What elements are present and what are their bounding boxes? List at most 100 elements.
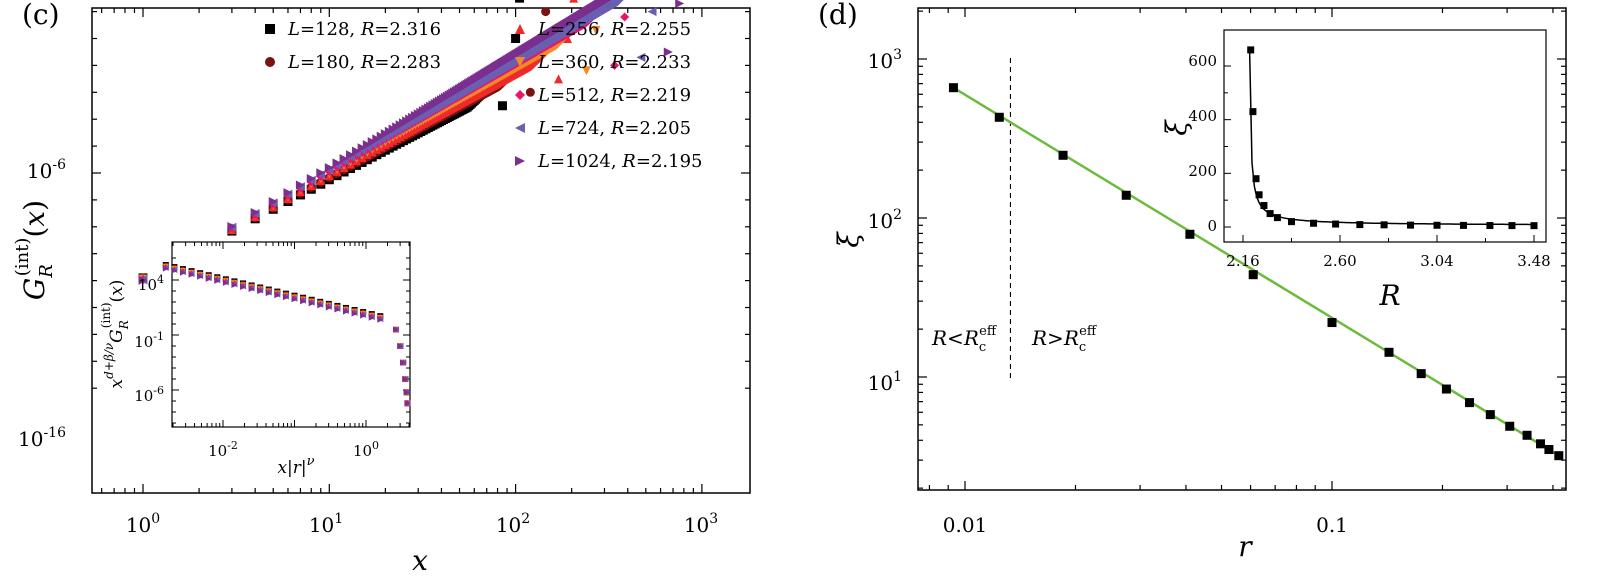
c-point [525, 87, 535, 97]
c-point [367, 137, 377, 147]
d-inset-point [1530, 222, 1538, 230]
c-inset-point [360, 312, 367, 319]
d-inset-point [1252, 175, 1260, 183]
legend-marker [515, 24, 525, 34]
d-inset-point [1273, 214, 1281, 222]
d-inset-point [1380, 221, 1388, 229]
d-point [1441, 384, 1451, 394]
c-inset-point [403, 389, 410, 396]
c-inset-xtick-label: 100 [353, 439, 379, 460]
c-inset-point [162, 265, 169, 272]
d-inset-xtick-label: 3.04 [1420, 252, 1453, 270]
c-inset-point [205, 275, 212, 282]
d-inset-point [1459, 221, 1467, 229]
d-inset-point [1260, 202, 1268, 210]
d-point [1058, 150, 1068, 160]
legend-marker [515, 57, 525, 67]
d-inset-xtick-label: 2.60 [1323, 252, 1356, 270]
c-point [663, 47, 673, 57]
d-point [1544, 444, 1554, 454]
c-point [250, 207, 260, 217]
d-inset-yaxis-label: ξ [1160, 119, 1193, 136]
c-point [283, 188, 293, 198]
d-inset-point [1288, 218, 1295, 226]
c-inset-ytick-label: 10-6 [134, 384, 164, 405]
d-inset-frame [1223, 29, 1547, 243]
c-inset-xtick-label: 10-2 [208, 439, 238, 460]
c-point [620, 12, 630, 22]
d-inset-point [1332, 220, 1340, 228]
c-point [362, 140, 372, 150]
legend-entry-label: L=180, R=2.283 [287, 52, 441, 73]
c-inset-point [325, 304, 332, 311]
c-inset-point [351, 310, 358, 317]
svg-text:GR(int)(x): GR(int)(x) [12, 200, 57, 300]
d-ytick-label: 102 [868, 207, 902, 233]
d-inset-point [1486, 222, 1494, 230]
c-series-L=128 [138, 0, 525, 283]
c-inset-series [162, 265, 411, 407]
d-inset-point [1247, 46, 1255, 54]
d-inset-xtick-label: 2.16 [1226, 252, 1259, 270]
c-series-L=180 [138, 7, 551, 283]
d-ytick-label: 103 [868, 47, 902, 73]
c-inset-point [231, 281, 238, 288]
c-point [563, 34, 573, 43]
c-point [647, 7, 657, 17]
c-inset-point [282, 294, 289, 301]
legend-entry-label: L=128, R=2.316 [287, 19, 441, 40]
d-inset-ytick-label: 400 [1188, 107, 1217, 125]
region-left-label: R<Rceff [931, 324, 998, 355]
c-inset-point [300, 298, 307, 305]
legend-marker [265, 24, 275, 34]
d-inset-ticks [1224, 65, 1535, 242]
d-point [1327, 318, 1337, 328]
d-inset-point [1310, 219, 1318, 227]
c-point [332, 158, 342, 168]
d-point [948, 83, 958, 93]
legend-entry-label: L=512, R=2.219 [537, 85, 691, 106]
c-point [339, 154, 349, 164]
c-point [346, 150, 356, 160]
c-point [515, 0, 525, 3]
c-inset-point [188, 271, 195, 278]
d-inset-xaxis-label: R [1378, 279, 1400, 312]
d-xaxis-label: r [1238, 530, 1253, 563]
c-inset-yaxis-label: xd+β/νGR(int)(x) [99, 280, 131, 389]
c-inset-point [397, 343, 404, 349]
d-ytick-label: 101 [868, 369, 902, 395]
panel-d-frame [917, 7, 1567, 491]
c-inset-xaxis-label: x|r|ν [277, 454, 314, 478]
panel-c-ticks [92, 8, 750, 493]
c-inset-point [342, 308, 349, 315]
d-point [1505, 421, 1515, 431]
c-inset-frame [171, 241, 411, 428]
c-inset-point [179, 269, 186, 276]
c-series-L=1024 [138, 0, 685, 285]
legend-marker [515, 123, 525, 133]
d-inset-point [1407, 221, 1415, 229]
d-inset-point [1266, 210, 1274, 218]
c-point [268, 197, 278, 207]
d-point [1536, 439, 1546, 449]
c-inset-series [162, 262, 411, 407]
panel-c-legend: L=128, R=2.316 L=180, R=2.283 L=256, R=2.2… [265, 19, 702, 172]
c-point [227, 222, 237, 232]
c-inset-point [317, 302, 324, 309]
d-point [1522, 430, 1532, 440]
c-inset-point [214, 277, 221, 284]
legend-marker [515, 156, 525, 166]
d-point [1248, 270, 1258, 280]
c-inset-point [171, 267, 178, 274]
c-point [636, 52, 646, 62]
c-xtick-label: 103 [684, 511, 718, 537]
d-point [1416, 369, 1426, 379]
d-xtick-label: 0.01 [943, 513, 988, 537]
d-xtick-label: 0.1 [1316, 513, 1348, 537]
c-xtick-label: 101 [309, 511, 343, 537]
c-inset-point [400, 359, 407, 366]
c-point [352, 146, 362, 156]
panel-c-inset [171, 241, 411, 428]
c-ytick-label: 10-6 [27, 157, 66, 183]
